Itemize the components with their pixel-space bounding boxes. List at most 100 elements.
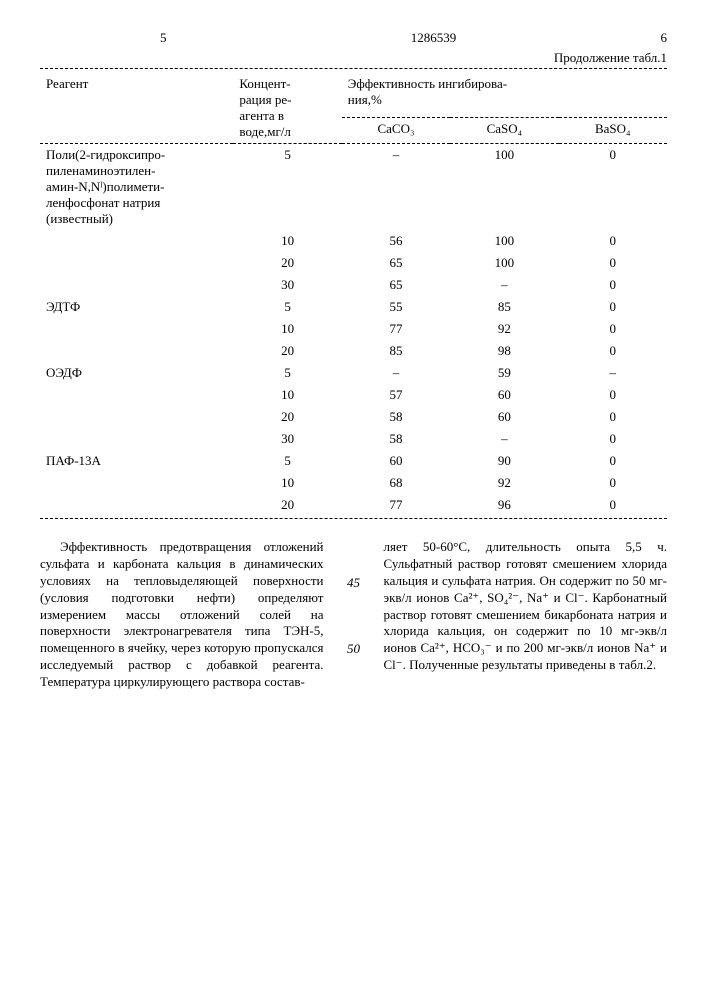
- cell-caco3: –: [342, 362, 450, 384]
- cell-caso4: 92: [450, 472, 558, 494]
- cell-baso4: 0: [559, 340, 667, 362]
- cell-caso4: 100: [450, 230, 558, 252]
- cell-conc: 10: [233, 384, 341, 406]
- cell-conc: 20: [233, 494, 341, 516]
- cell-baso4: 0: [559, 296, 667, 318]
- cell-conc: 5: [233, 362, 341, 384]
- page-num-left: 5: [160, 30, 167, 46]
- cell-conc: 10: [233, 230, 341, 252]
- cell-caco3: 68: [342, 472, 450, 494]
- cell-baso4: 0: [559, 230, 667, 252]
- cell-caso4: –: [450, 428, 558, 450]
- cell-conc: 5: [233, 296, 341, 318]
- cell-caso4: –: [450, 274, 558, 296]
- th-concentration: Концент- рация ре- агента в воде,мг/л: [233, 73, 341, 144]
- cell-caso4: 96: [450, 494, 558, 516]
- table-row: Поли(2-гидроксипро- пиленаминоэтилен- ам…: [40, 144, 667, 231]
- cell-reagent: ПАФ-13А: [40, 450, 233, 472]
- cell-reagent: Поли(2-гидроксипро- пиленаминоэтилен- ам…: [40, 144, 233, 231]
- cell-caco3: 55: [342, 296, 450, 318]
- th-effectiveness: Эффективность ингибирова- ния,%: [342, 73, 667, 117]
- cell-caso4: 59: [450, 362, 558, 384]
- cell-reagent: [40, 406, 233, 428]
- cell-baso4: 0: [559, 406, 667, 428]
- cell-baso4: 0: [559, 450, 667, 472]
- cell-baso4: 0: [559, 384, 667, 406]
- cell-caco3: 58: [342, 428, 450, 450]
- continuation-label: Продолжение табл.1: [40, 50, 667, 66]
- table-row: 2058600: [40, 406, 667, 428]
- cell-caco3: 56: [342, 230, 450, 252]
- cell-caco3: 57: [342, 384, 450, 406]
- table-row: 2085980: [40, 340, 667, 362]
- table-row: ОЭДФ5–59–: [40, 362, 667, 384]
- table-row: 2077960: [40, 494, 667, 516]
- cell-conc: 20: [233, 406, 341, 428]
- cell-caso4: 100: [450, 252, 558, 274]
- cell-caco3: 60: [342, 450, 450, 472]
- cell-caco3: 77: [342, 494, 450, 516]
- cell-conc: 5: [233, 144, 341, 231]
- cell-reagent: [40, 274, 233, 296]
- cell-caco3: 58: [342, 406, 450, 428]
- table-row: ПАФ-13А560900: [40, 450, 667, 472]
- cell-reagent: [40, 230, 233, 252]
- cell-caso4: 85: [450, 296, 558, 318]
- line-numbers: 45 50: [344, 539, 364, 691]
- cell-reagent: ОЭДФ: [40, 362, 233, 384]
- cell-caso4: 98: [450, 340, 558, 362]
- cell-baso4: 0: [559, 144, 667, 231]
- cell-baso4: 0: [559, 318, 667, 340]
- table-row: 10561000: [40, 230, 667, 252]
- table-row: ЭДТФ555850: [40, 296, 667, 318]
- cell-conc: 30: [233, 274, 341, 296]
- table-row: 1077920: [40, 318, 667, 340]
- table-row: 20651000: [40, 252, 667, 274]
- cell-baso4: 0: [559, 472, 667, 494]
- cell-conc: 10: [233, 318, 341, 340]
- cell-conc: 20: [233, 340, 341, 362]
- cell-baso4: 0: [559, 494, 667, 516]
- cell-caso4: 60: [450, 384, 558, 406]
- body-right-col: ляет 50-60°С, длительность опыта 5,5 ч. …: [384, 539, 668, 691]
- cell-reagent: [40, 384, 233, 406]
- cell-baso4: 0: [559, 252, 667, 274]
- page-num-right: 6: [661, 30, 668, 46]
- cell-caco3: 77: [342, 318, 450, 340]
- data-table: Реагент Концент- рация ре- агента в воде…: [40, 73, 667, 516]
- cell-reagent: [40, 318, 233, 340]
- body-text: Эффективность предотвращения отложений с…: [40, 539, 667, 691]
- table-row: 3065–0: [40, 274, 667, 296]
- cell-reagent: [40, 472, 233, 494]
- cell-caco3: 65: [342, 274, 450, 296]
- cell-caso4: 60: [450, 406, 558, 428]
- cell-caco3: –: [342, 144, 450, 231]
- divider: [40, 518, 667, 519]
- body-left-col: Эффективность предотвращения отложений с…: [40, 539, 324, 691]
- cell-caco3: 65: [342, 252, 450, 274]
- cell-caso4: 90: [450, 450, 558, 472]
- cell-conc: 30: [233, 428, 341, 450]
- th-caco3: CaCO₃: [342, 117, 450, 143]
- cell-conc: 5: [233, 450, 341, 472]
- cell-conc: 20: [233, 252, 341, 274]
- cell-caso4: 92: [450, 318, 558, 340]
- table-row: 3058–0: [40, 428, 667, 450]
- cell-baso4: 0: [559, 428, 667, 450]
- cell-reagent: [40, 252, 233, 274]
- divider: [40, 68, 667, 69]
- th-reagent: Реагент: [40, 73, 233, 144]
- doc-number: 1286539: [411, 30, 457, 46]
- cell-baso4: –: [559, 362, 667, 384]
- th-baso4: BaSO₄: [559, 117, 667, 143]
- cell-caso4: 100: [450, 144, 558, 231]
- page-header: 5 1286539 6: [40, 30, 667, 46]
- cell-reagent: ЭДТФ: [40, 296, 233, 318]
- cell-reagent: [40, 494, 233, 516]
- cell-caco3: 85: [342, 340, 450, 362]
- cell-reagent: [40, 340, 233, 362]
- th-caso4: CaSO₄: [450, 117, 558, 143]
- table-row: 1057600: [40, 384, 667, 406]
- table-row: 1068920: [40, 472, 667, 494]
- cell-conc: 10: [233, 472, 341, 494]
